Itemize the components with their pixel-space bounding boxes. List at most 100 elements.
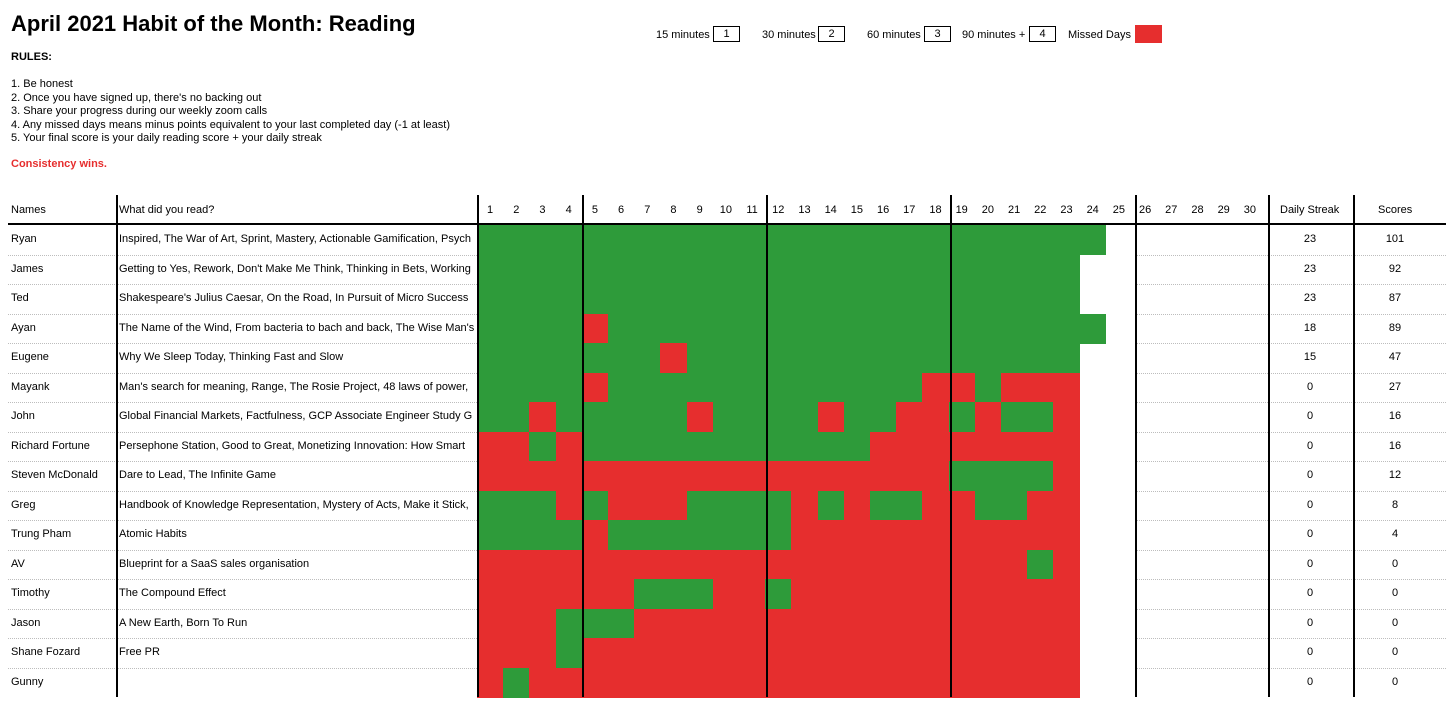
missed-day-cell <box>1053 520 1081 550</box>
row-name: Ayan <box>11 321 36 334</box>
column-divider <box>1135 195 1137 697</box>
completed-day-cell <box>503 520 530 550</box>
row-books: Global Financial Markets, Factfulness, G… <box>119 410 473 422</box>
completed-day-cell <box>739 313 766 344</box>
completed-day-cell <box>555 225 583 255</box>
missed-day-cell <box>817 638 845 668</box>
missed-day-cell <box>870 520 897 550</box>
completed-day-cell <box>712 431 740 462</box>
day-header: 24 <box>1086 204 1099 216</box>
row-score: 12 <box>1388 469 1402 481</box>
completed-day-cell <box>529 343 557 373</box>
row-streak: 0 <box>1306 616 1314 629</box>
completed-day-cell <box>1053 313 1081 344</box>
missed-day-cell <box>581 579 609 609</box>
row-score: 0 <box>1391 587 1399 599</box>
completed-day-cell <box>581 254 609 285</box>
completed-day-cell <box>974 313 1002 344</box>
completed-day-cell <box>1001 490 1028 521</box>
missed-day-cell <box>503 549 530 580</box>
completed-day-cell <box>712 520 740 550</box>
missed-day-cell <box>974 667 1002 698</box>
missed-day-cell <box>843 461 871 491</box>
missed-day-cell <box>1001 431 1028 462</box>
completed-day-cell <box>608 520 635 550</box>
row-score: 89 <box>1388 321 1402 334</box>
rules-list: 1. Be honest 2. Once you have signed up,… <box>11 78 450 146</box>
missed-day-cell <box>896 461 923 491</box>
missed-day-cell <box>555 579 583 609</box>
day-header: 18 <box>929 204 942 216</box>
missed-day-cell <box>922 520 950 550</box>
missed-day-cell <box>870 579 897 609</box>
completed-day-cell <box>896 343 923 373</box>
row-streak: 0 <box>1306 675 1314 688</box>
missed-day-cell <box>608 638 635 668</box>
day-header: 1 <box>487 204 494 216</box>
missed-day-cell <box>843 579 871 609</box>
completed-day-cell <box>739 254 766 285</box>
completed-day-cell <box>634 402 661 432</box>
missed-day-cell <box>791 638 819 668</box>
header-names: Names <box>11 204 46 216</box>
row-divider <box>8 490 477 492</box>
rule-item: 5. Your final score is your daily readin… <box>11 132 322 144</box>
completed-day-cell <box>477 372 504 403</box>
missed-day-cell <box>739 549 766 580</box>
row-divider <box>1135 431 1446 433</box>
missed-day-cell <box>634 490 661 521</box>
row-name: Ted <box>11 292 29 304</box>
completed-day-cell <box>608 608 635 639</box>
missed-day-cell <box>555 431 583 462</box>
row-divider <box>8 520 477 521</box>
completed-day-cell <box>555 608 583 639</box>
completed-day-cell <box>503 402 530 432</box>
missed-day-cell <box>896 638 923 668</box>
completed-day-cell <box>1027 402 1054 432</box>
missed-day-cell <box>896 549 923 580</box>
missed-day-cell <box>686 667 714 698</box>
legend-label: 30 minutes <box>762 29 816 41</box>
day-header: 27 <box>1165 204 1178 216</box>
missed-day-cell <box>581 638 609 668</box>
completed-day-cell <box>660 520 688 550</box>
completed-day-cell <box>712 254 740 285</box>
completed-day-cell <box>686 520 714 550</box>
completed-day-cell <box>581 284 609 314</box>
missed-day-cell <box>948 549 976 580</box>
missed-day-cell <box>974 402 1002 432</box>
missed-day-cell <box>634 667 661 698</box>
row-books: Persephone Station, Good to Great, Monet… <box>119 439 466 452</box>
day-header: 19 <box>955 204 968 216</box>
completed-day-cell <box>477 284 504 314</box>
legend-box: 1 <box>713 26 740 42</box>
missed-day-cell <box>817 579 845 609</box>
missed-day-cell <box>1053 490 1081 521</box>
completed-day-cell <box>922 225 950 255</box>
completed-day-cell <box>791 402 819 432</box>
row-streak: 0 <box>1306 528 1314 540</box>
row-score: 4 <box>1391 528 1399 540</box>
completed-day-cell <box>1027 313 1054 344</box>
missed-day-cell <box>1001 608 1028 639</box>
missed-day-cell <box>503 461 530 491</box>
completed-day-cell <box>739 343 766 373</box>
row-divider <box>8 372 477 374</box>
completed-day-cell <box>660 225 688 255</box>
completed-day-cell <box>791 313 819 344</box>
completed-day-cell <box>843 254 871 285</box>
day-header: 2 <box>513 204 520 216</box>
completed-day-cell <box>503 343 530 373</box>
completed-day-cell <box>922 254 950 285</box>
completed-day-cell <box>896 225 923 255</box>
completed-day-cell <box>634 313 661 344</box>
completed-day-cell <box>608 284 635 314</box>
row-name: Ryan <box>11 233 37 245</box>
missed-day-cell <box>922 431 950 462</box>
completed-day-cell <box>974 254 1002 285</box>
completed-day-cell <box>634 254 661 285</box>
row-books: Blueprint for a SaaS sales organisation <box>119 557 310 570</box>
completed-day-cell <box>843 284 871 314</box>
completed-day-cell <box>503 313 530 344</box>
missed-day-cell <box>686 402 714 432</box>
